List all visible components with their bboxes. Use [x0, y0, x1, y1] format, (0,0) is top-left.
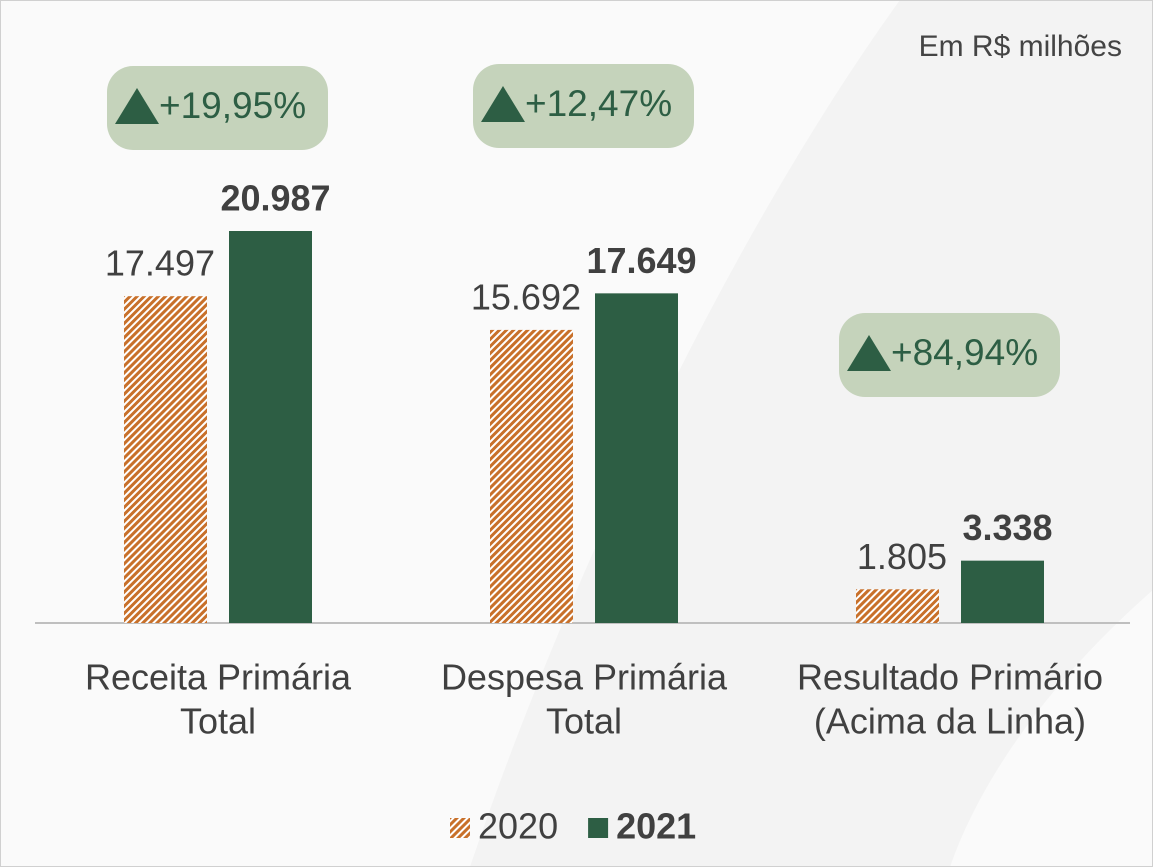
annotation: +12,47% [525, 83, 672, 124]
annotation: +84,94% [891, 332, 1038, 373]
annotation: +19,95% [159, 85, 306, 126]
data-label: 3.338 [962, 507, 1052, 548]
bar [961, 560, 1044, 623]
bar [856, 589, 939, 623]
annotation-triangle [115, 88, 159, 124]
annotation-triangle [481, 86, 525, 122]
background-shape [950, 590, 1153, 867]
annotation-box [839, 313, 1060, 397]
bar [595, 293, 678, 623]
legend-label: 2021 [616, 806, 696, 847]
data-label: 17.497 [105, 243, 215, 284]
subtitle: Em R$ milhões [919, 30, 1122, 63]
background-shape [0, 0, 900, 867]
x-tick-label: Total [546, 701, 622, 742]
annotation-box [473, 64, 694, 148]
data-label: 17.649 [586, 240, 696, 281]
data-label: 1.805 [857, 536, 947, 577]
bar [229, 231, 312, 623]
legend-swatch [450, 818, 470, 838]
x-tick-label: Total [180, 701, 256, 742]
legend-swatch [588, 818, 609, 838]
data-label: 20.987 [220, 178, 330, 219]
x-tick-label: Despesa Primária [441, 657, 728, 698]
legend-label: 2020 [478, 806, 558, 847]
annotation-triangle [847, 335, 891, 371]
bar [124, 296, 207, 623]
x-tick-label: Resultado Primário [797, 657, 1103, 698]
x-tick-label: Receita Primária [85, 657, 352, 698]
data-label: 15.692 [471, 276, 581, 317]
x-tick-label: (Acima da Linha) [814, 701, 1086, 742]
annotation-box [107, 66, 328, 150]
bar [490, 329, 573, 623]
